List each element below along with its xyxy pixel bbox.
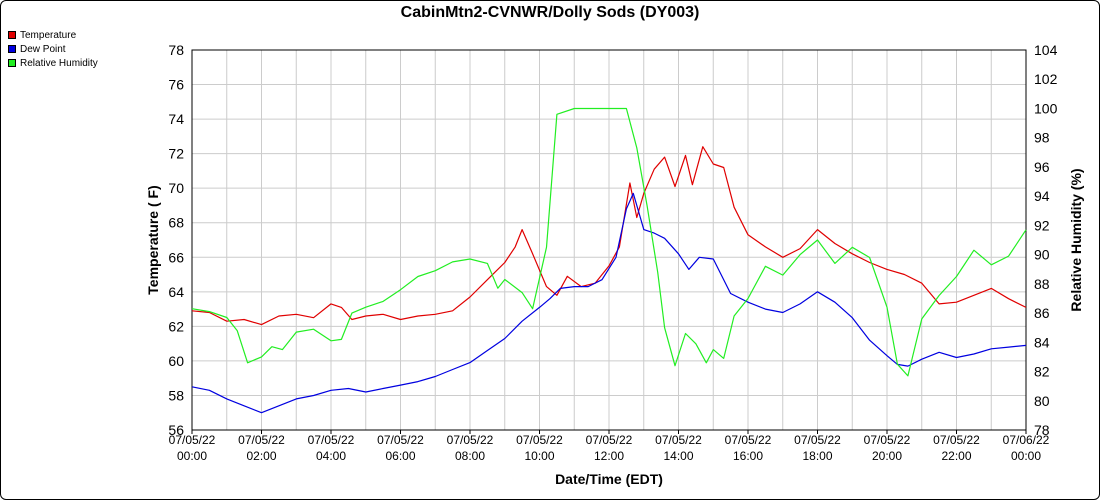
x-tick-date: 07/06/22: [1003, 433, 1050, 447]
y-tick-right: 80: [1034, 393, 1050, 409]
legend-swatch-dew-point: [8, 45, 16, 53]
x-tick-date: 07/05/22: [933, 433, 980, 447]
series-line-relative-humidity: [191, 107, 1027, 377]
y-tick-left: 64: [168, 284, 184, 300]
y-tick-right: 82: [1034, 364, 1050, 380]
x-tick-time: 16:00: [733, 449, 763, 463]
series-line-dew-point: [191, 192, 1027, 414]
legend-item-dew-point: Dew Point: [8, 42, 98, 56]
x-tick-date: 07/05/22: [794, 433, 841, 447]
y-tick-right: 94: [1034, 188, 1050, 204]
legend-label-dew-point: Dew Point: [20, 43, 66, 55]
y-tick-left: 72: [168, 146, 184, 162]
y-tick-right: 90: [1034, 247, 1050, 263]
chart-series: [191, 107, 1027, 414]
legend-item-relative-humidity: Relative Humidity: [8, 56, 98, 70]
y-axis-left-label: Temperature ( F): [145, 185, 161, 294]
x-tick-time: 02:00: [246, 449, 276, 463]
legend-item-temperature: Temperature: [8, 28, 98, 42]
y-tick-left: 74: [168, 111, 184, 127]
legend-swatch-relative-humidity: [8, 59, 16, 67]
y-tick-right: 100: [1034, 100, 1058, 116]
x-tick-time: 10:00: [524, 449, 554, 463]
y-tick-left: 66: [168, 249, 184, 265]
legend-label-relative-humidity: Relative Humidity: [20, 57, 98, 69]
y-tick-left: 68: [168, 215, 184, 231]
x-tick-date: 07/05/22: [655, 433, 702, 447]
x-tick-time: 06:00: [385, 449, 415, 463]
x-tick-date: 07/05/22: [864, 433, 911, 447]
x-tick-date: 07/05/22: [447, 433, 494, 447]
x-tick-time: 04:00: [316, 449, 346, 463]
y-axis-right-label: Relative Humidity (%): [1068, 168, 1084, 311]
y-tick-right: 86: [1034, 305, 1050, 321]
legend-swatch-temperature: [8, 31, 16, 39]
y-tick-left: 76: [168, 77, 184, 93]
legend-label-temperature: Temperature: [20, 29, 77, 41]
y-tick-right: 78: [1034, 422, 1050, 438]
x-tick-time: 20:00: [872, 449, 902, 463]
y-tick-left: 60: [168, 353, 184, 369]
chart-grid: [191, 49, 1027, 431]
y-tick-right: 98: [1034, 130, 1050, 146]
x-tick-date: 07/05/22: [586, 433, 633, 447]
x-tick-date: 07/05/22: [308, 433, 355, 447]
y-tick-right: 104: [1034, 42, 1058, 58]
x-tick-time: 08:00: [455, 449, 485, 463]
y-tick-left: 58: [168, 387, 184, 403]
y-tick-right: 102: [1034, 71, 1058, 87]
x-tick-time: 00:00: [1011, 449, 1041, 463]
x-tick-time: 18:00: [802, 449, 832, 463]
x-tick-date: 07/05/22: [377, 433, 424, 447]
x-tick-time: 14:00: [663, 449, 693, 463]
x-tick-date: 07/05/22: [516, 433, 563, 447]
y-tick-left: 56: [168, 422, 184, 438]
y-axis-right: 78 80 82 84 86 88 90 92 94 96 98 100 102 104: [1034, 42, 1058, 438]
y-tick-right: 88: [1034, 276, 1050, 292]
y-tick-right: 92: [1034, 217, 1050, 233]
x-tick-time: 12:00: [594, 449, 624, 463]
x-tick-time: 22:00: [941, 449, 971, 463]
y-tick-left: 78: [168, 42, 184, 58]
y-tick-left: 70: [168, 180, 184, 196]
y-axis-left: 56 58 60 62 64 66 68 70 72 74 76 78: [168, 42, 184, 438]
x-tick-date: 07/05/22: [169, 433, 216, 447]
chart-legend: Temperature Dew Point Relative Humidity: [8, 28, 98, 70]
x-tick-date: 07/05/22: [238, 433, 285, 447]
series-line-temperature: [191, 146, 1027, 326]
x-axis: 07/05/22 00:00 07/05/22 02:00 07/05/22 04:00 0…: [169, 430, 1050, 463]
x-tick-date: 07/05/22: [725, 433, 772, 447]
x-tick-time: 00:00: [177, 449, 207, 463]
y-tick-left: 62: [168, 318, 184, 334]
y-tick-right: 84: [1034, 334, 1050, 350]
x-axis-label: Date/Time (EDT): [555, 471, 663, 487]
y-tick-right: 96: [1034, 159, 1050, 175]
chart-title: CabinMtn2-CVNWR/Dolly Sods (DY003): [400, 4, 700, 21]
